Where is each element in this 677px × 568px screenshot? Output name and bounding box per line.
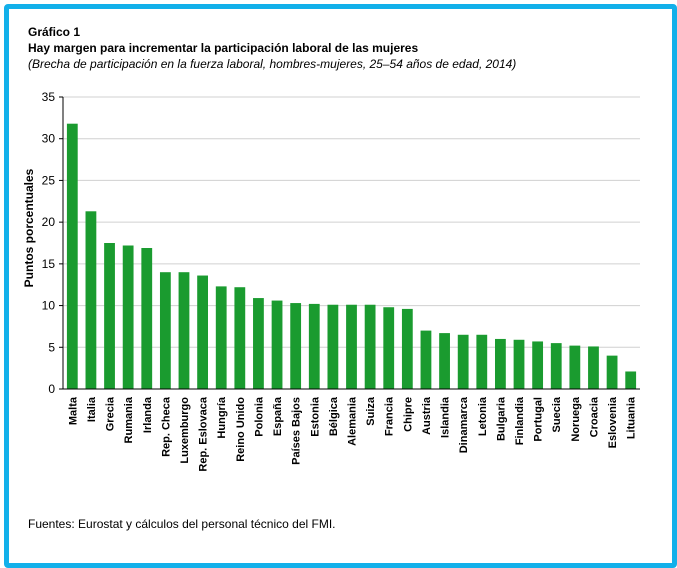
bar — [457, 334, 469, 389]
source-note: Fuentes: Eurostat y cálculos del persona… — [28, 517, 336, 531]
x-tick-label: Malta — [67, 396, 79, 425]
y-tick-label: 30 — [42, 132, 56, 146]
x-tick-label: Rep. Checa — [160, 396, 172, 457]
bar — [178, 272, 190, 389]
bar — [104, 243, 115, 389]
chart-label: Gráfico 1 — [28, 25, 81, 39]
x-tick-label: Reino Unido — [235, 397, 247, 462]
x-tick-label: Rep. Eslovaca — [198, 396, 210, 471]
x-tick-label: Francia — [384, 396, 396, 436]
x-tick-label: Austria — [421, 396, 433, 435]
axes — [62, 97, 640, 390]
bar — [476, 334, 488, 389]
x-tick-label: Lituania — [626, 396, 638, 439]
bar — [532, 341, 544, 389]
x-tick-label: Irlanda — [142, 396, 154, 433]
bar — [364, 304, 376, 389]
x-tick-label: Croacia — [588, 396, 600, 437]
bar — [383, 307, 395, 389]
bar — [550, 343, 562, 389]
bar — [122, 245, 134, 389]
x-tick-label: Islandia — [440, 396, 452, 438]
bar — [308, 303, 320, 389]
x-tick-label: Eslovenia — [607, 396, 619, 448]
x-tick-label: Luxemburgo — [179, 397, 191, 464]
y-tick-label: 35 — [42, 90, 56, 104]
x-tick-label: Estonia — [309, 396, 321, 437]
bar — [513, 339, 525, 389]
y-tick-labels: 0 5 10 15 20 25 30 35 — [42, 90, 56, 396]
x-tick-label: Hungría — [216, 396, 228, 438]
x-tick-label: Suiza — [365, 396, 377, 426]
x-tick-label: Dinamarca — [458, 396, 470, 453]
bar — [495, 338, 506, 389]
x-tick-label: Chipre — [402, 397, 414, 432]
y-tick-label: 20 — [42, 215, 56, 229]
x-tick-label: Rumania — [123, 396, 135, 443]
bar — [234, 287, 246, 389]
y-tick-label: 25 — [42, 173, 56, 187]
x-tick-label: Grecia — [105, 396, 117, 431]
bar — [197, 275, 208, 389]
x-tick-label: Alemania — [347, 396, 359, 446]
bar — [625, 371, 637, 389]
bar — [420, 330, 432, 389]
chart-frame — [4, 4, 677, 568]
bar — [327, 304, 339, 389]
bar — [569, 345, 581, 389]
bar — [401, 308, 413, 389]
bar — [290, 303, 302, 389]
x-tick-label: Noruega — [570, 396, 582, 442]
y-tick-label: 10 — [42, 299, 56, 313]
bar — [159, 272, 171, 389]
x-tick-label: Italia — [86, 396, 98, 422]
bar — [66, 123, 78, 389]
y-axis-label: Puntos porcentuales — [22, 168, 36, 287]
x-tick-label: Finlandia — [514, 396, 526, 445]
x-tick-label: Países Bajos — [291, 397, 303, 465]
chart-title: Hay margen para incrementar la participa… — [28, 41, 419, 55]
x-tick-label: España — [272, 396, 284, 436]
x-tick-labels: Malta Italia Grecia Rumania Irlanda Rep. Chec… — [67, 396, 637, 471]
y-tick-label: 5 — [48, 340, 55, 354]
x-tick-label: Suecia — [551, 396, 563, 432]
bar — [271, 300, 283, 389]
y-tick-label: 0 — [48, 382, 55, 396]
x-tick-label: Bulgaria — [495, 396, 507, 441]
bar — [346, 304, 357, 389]
bar — [606, 355, 618, 389]
x-tick-label: Polonia — [253, 396, 265, 437]
bar — [85, 211, 97, 389]
chart-subtitle: (Brecha de participación en la fuerza la… — [28, 57, 517, 71]
y-tick-label: 15 — [42, 257, 56, 271]
bar — [253, 298, 264, 389]
bar — [439, 333, 450, 389]
x-tick-label: Portugal — [533, 397, 545, 442]
bar — [141, 248, 153, 389]
bar — [588, 346, 599, 389]
x-tick-label: Bélgica — [328, 396, 340, 436]
bar — [215, 286, 227, 389]
x-tick-label: Letonia — [477, 396, 489, 436]
bars — [66, 123, 637, 389]
